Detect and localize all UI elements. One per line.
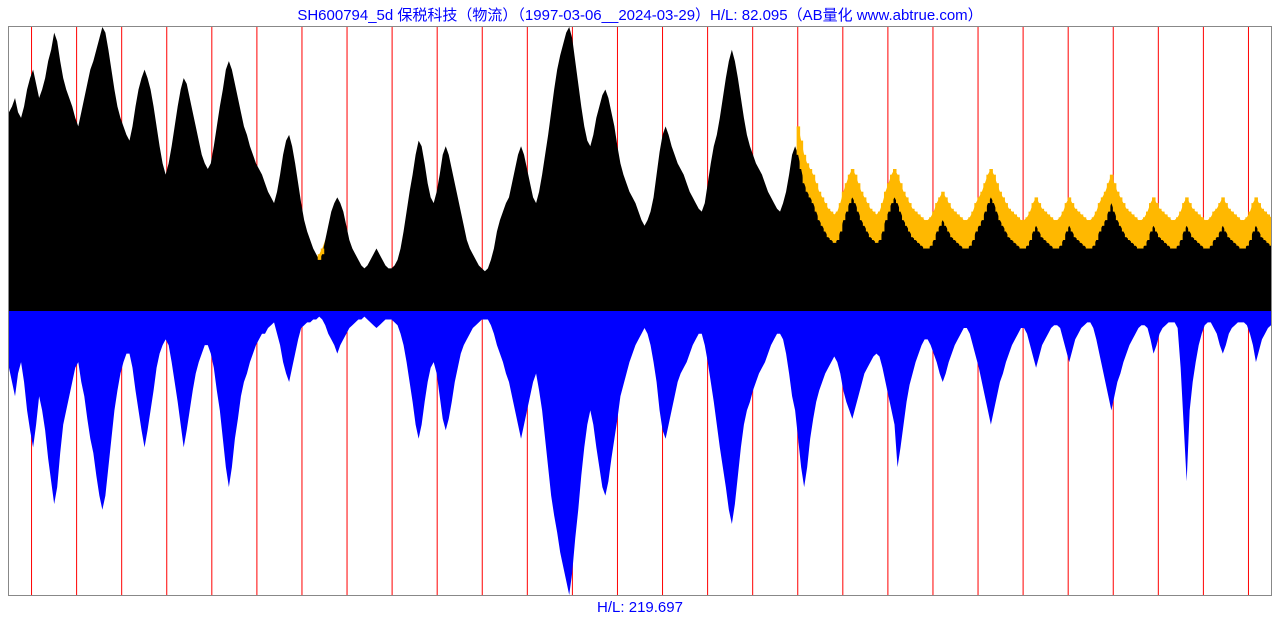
chart-footer: H/L: 219.697 (0, 599, 1280, 616)
chart-title: SH600794_5d 保税科技（物流）（1997-03-06__2024-03… (0, 4, 1280, 25)
chart-svg (9, 27, 1271, 595)
chart-container (8, 26, 1272, 596)
